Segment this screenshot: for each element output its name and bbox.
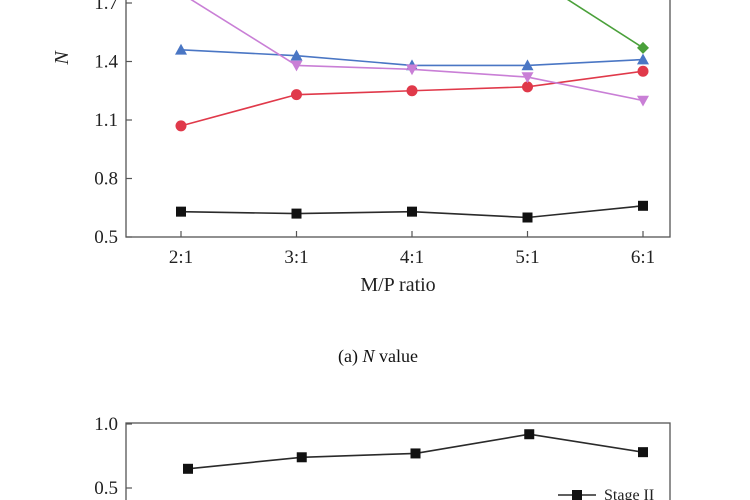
series-group-bottom bbox=[183, 429, 648, 474]
y-tick-label: 0.5 bbox=[94, 478, 118, 499]
data-point bbox=[291, 208, 302, 219]
series-violet-triangle-down bbox=[190, 0, 649, 107]
legend: Stage II bbox=[558, 487, 654, 500]
chart-panel-n-value: 0.5 0.8 1.1 1.4 1.7 2:1 3:1 4:1 5:1 6:1 M/P rati… bbox=[51, 0, 671, 367]
data-point bbox=[290, 49, 303, 61]
data-point bbox=[407, 206, 417, 217]
caption-suffix: value bbox=[375, 346, 418, 366]
series-group bbox=[175, 0, 649, 223]
data-point bbox=[638, 447, 648, 458]
data-point bbox=[183, 463, 193, 474]
data-point bbox=[638, 200, 648, 211]
data-point bbox=[291, 89, 302, 101]
caption-variable: N bbox=[361, 346, 375, 366]
y-axis-label: N bbox=[51, 50, 73, 66]
y-tick-label: 0.5 bbox=[94, 227, 118, 248]
data-point bbox=[521, 59, 534, 71]
data-point bbox=[175, 43, 187, 55]
legend-marker-stage-ii bbox=[572, 490, 582, 500]
x-tick-label: 4:1 bbox=[400, 247, 424, 268]
data-point bbox=[176, 206, 186, 217]
panel-caption: (a) N value bbox=[338, 346, 418, 367]
data-point bbox=[290, 60, 303, 72]
series-stage-ii bbox=[183, 429, 648, 474]
data-point bbox=[521, 72, 534, 84]
data-point bbox=[637, 41, 649, 54]
series-line bbox=[180, 70, 644, 127]
y-tick-label: 1.4 bbox=[94, 52, 118, 73]
y-tick-label: 1.0 bbox=[94, 414, 118, 435]
caption-prefix: (a) bbox=[338, 346, 362, 367]
data-point bbox=[522, 81, 533, 93]
data-point bbox=[406, 64, 418, 76]
x-tick-label: 5:1 bbox=[515, 247, 539, 268]
data-point bbox=[637, 65, 649, 77]
x-axis-label: M/P ratio bbox=[360, 274, 435, 296]
legend-label-stage-ii: Stage II bbox=[604, 487, 654, 500]
data-point bbox=[175, 120, 187, 132]
y-axis: 0.5 0.8 1.1 1.4 1.7 bbox=[94, 0, 132, 248]
y-axis-bottom: 0.5 1.0 bbox=[94, 414, 132, 499]
data-point bbox=[406, 85, 418, 97]
data-point bbox=[524, 429, 535, 440]
series-line bbox=[566, 0, 644, 49]
data-point bbox=[410, 448, 421, 459]
plot-frame bbox=[125, 0, 671, 238]
y-tick-label: 1.7 bbox=[94, 0, 118, 14]
plot-frame-bottom bbox=[125, 422, 671, 500]
x-tick-label: 2:1 bbox=[169, 247, 193, 268]
data-point bbox=[637, 95, 649, 107]
y-tick-label: 0.8 bbox=[94, 169, 118, 190]
series-green-diamond bbox=[566, 0, 649, 54]
series-red-circle bbox=[175, 65, 649, 132]
x-tick-label: 3:1 bbox=[284, 247, 308, 268]
series-black-square bbox=[176, 200, 648, 223]
x-axis: 2:1 3:1 4:1 5:1 6:1 bbox=[169, 231, 655, 268]
data-point bbox=[637, 53, 649, 65]
y-tick-label: 1.1 bbox=[94, 110, 118, 131]
data-point bbox=[522, 212, 533, 223]
x-tick-label: 6:1 bbox=[631, 247, 655, 268]
chart-panel-stage: 0.5 1.0 Stage II bbox=[94, 414, 671, 500]
data-point bbox=[296, 452, 307, 463]
